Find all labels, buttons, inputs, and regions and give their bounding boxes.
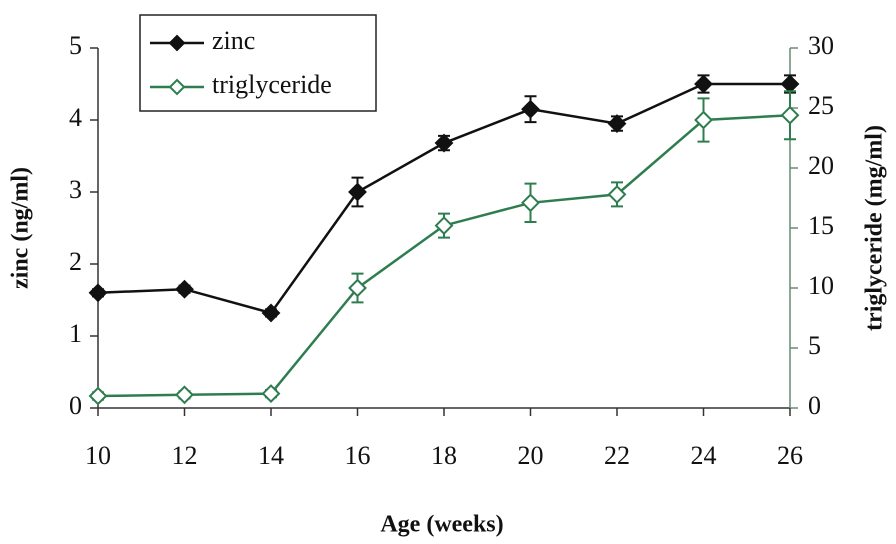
y2-tick-label: 30: [808, 31, 834, 60]
marker: [521, 99, 540, 119]
series-line: [97, 113, 791, 398]
marker: [434, 133, 454, 153]
marker: [607, 184, 627, 204]
y-tick-label: 3: [69, 175, 82, 204]
y2-tick-label: 10: [808, 271, 834, 300]
y2-tick-label: 25: [808, 91, 834, 120]
marker: [175, 385, 194, 405]
y2-tick-label: 0: [808, 391, 821, 420]
marker: [348, 278, 367, 298]
marker: [88, 283, 108, 303]
marker: [348, 182, 367, 202]
y2-tick-label: 20: [808, 151, 834, 180]
y-tick-label: 2: [69, 247, 82, 276]
marker: [780, 105, 800, 125]
y-axis-title: zinc (ng/ml): [8, 167, 34, 289]
marker: [261, 303, 281, 323]
x-tick-label: 10: [85, 441, 111, 470]
marker: [694, 110, 713, 130]
marker: [434, 216, 454, 236]
x-tick-label: 20: [518, 441, 544, 470]
marker: [88, 386, 108, 406]
x-tick-label: 18: [431, 441, 457, 470]
legend-label: zinc: [212, 26, 255, 55]
x-tick-label: 24: [691, 441, 717, 470]
legend-box: [139, 14, 377, 112]
legend-marker: [168, 34, 186, 52]
marker: [175, 279, 194, 299]
marker: [521, 193, 540, 213]
marker: [780, 74, 800, 94]
y-tick-label: 5: [69, 31, 82, 60]
legend-label: triglyceride: [212, 70, 332, 99]
x-tick-label: 14: [258, 441, 284, 470]
y2-tick-label: 15: [808, 211, 834, 240]
y-tick-label: 1: [69, 319, 82, 348]
y-tick-label: 0: [69, 391, 82, 420]
x-tick-label: 26: [777, 441, 803, 470]
marker: [261, 384, 281, 404]
y-tick-label: 4: [69, 103, 82, 132]
legend-marker: [168, 78, 186, 96]
marker: [694, 74, 713, 94]
x-axis-title: Age (weeks): [380, 512, 503, 538]
marker: [607, 114, 627, 134]
y2-tick-label: 5: [808, 331, 821, 360]
x-tick-label: 16: [345, 441, 371, 470]
x-tick-label: 22: [604, 441, 630, 470]
series-line: [97, 82, 790, 315]
x-tick-label: 12: [172, 441, 198, 470]
y2-axis-title: triglyceride (mg/ml): [862, 125, 888, 331]
